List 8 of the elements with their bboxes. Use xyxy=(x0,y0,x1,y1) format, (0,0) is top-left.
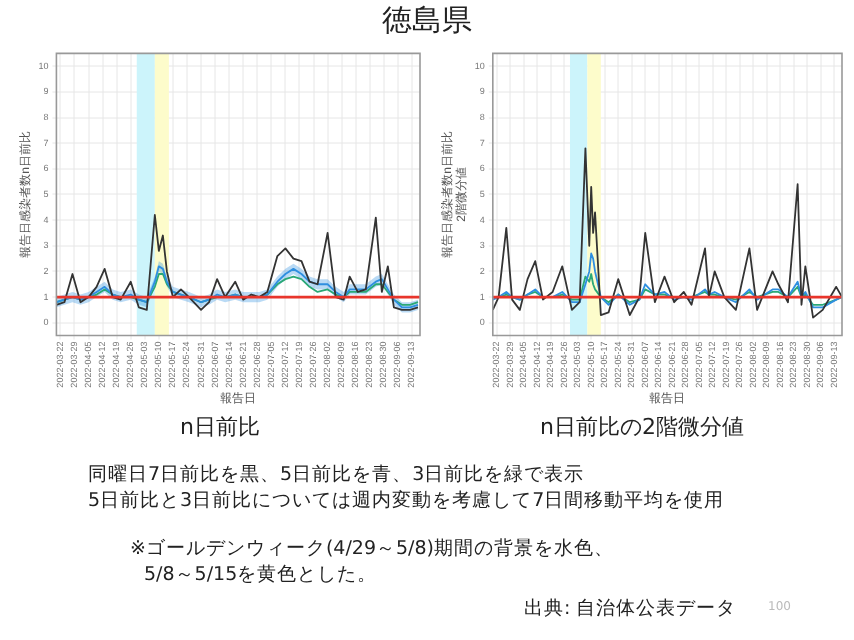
source-note: 出典: 自治体公表データ xyxy=(524,596,737,622)
text: n日前比 xyxy=(178,412,262,442)
text: ※ゴールデンウィーク(4/29～5/8)期間の背景を水色、 xyxy=(130,536,614,562)
text: 5/8～5/15を黄色とした。 xyxy=(144,562,378,588)
text: 5日前比と3日前比については週内変動を考慮して7日間移動平均を使用 xyxy=(88,488,725,514)
text: n日前比の2階微分値 xyxy=(538,412,746,442)
text: 徳島県 xyxy=(380,2,474,40)
text: 同曜日7日前比を黒、5日前比を青、3日前比を緑で表示 xyxy=(88,462,585,488)
